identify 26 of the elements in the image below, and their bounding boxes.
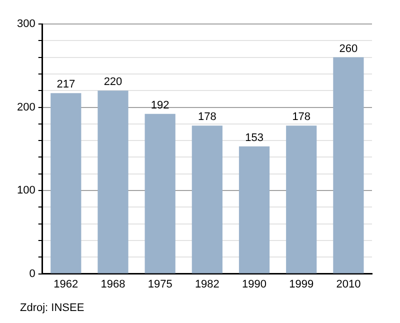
x-tick-label: 2010 <box>336 278 361 290</box>
data-label: 153 <box>245 132 264 144</box>
y-tick-label: 100 <box>16 184 36 197</box>
x-tick-label: 1999 <box>289 278 314 290</box>
y-tick-label: 200 <box>16 101 36 114</box>
x-tick-label: 1962 <box>54 278 78 290</box>
x-tick-label: 1975 <box>148 278 172 290</box>
bar <box>333 57 364 274</box>
bar <box>98 90 128 274</box>
bar <box>192 126 222 274</box>
y-tick-label: 0 <box>29 268 36 280</box>
bar <box>286 126 317 274</box>
data-label: 217 <box>56 78 76 91</box>
data-label: 260 <box>339 42 358 55</box>
x-tick-label: 1968 <box>100 278 126 290</box>
x-tick-label: 1990 <box>242 278 267 290</box>
bar <box>238 146 270 274</box>
data-label: 178 <box>198 111 216 124</box>
data-label: 220 <box>104 76 122 88</box>
data-label: 192 <box>150 99 170 112</box>
bar <box>50 93 82 274</box>
x-tick-label: 1982 <box>194 278 220 290</box>
bar <box>144 114 176 274</box>
text: Zdroj: INSEE <box>20 302 84 314</box>
data-label: 178 <box>292 111 311 124</box>
y-tick-label: 300 <box>16 18 36 30</box>
